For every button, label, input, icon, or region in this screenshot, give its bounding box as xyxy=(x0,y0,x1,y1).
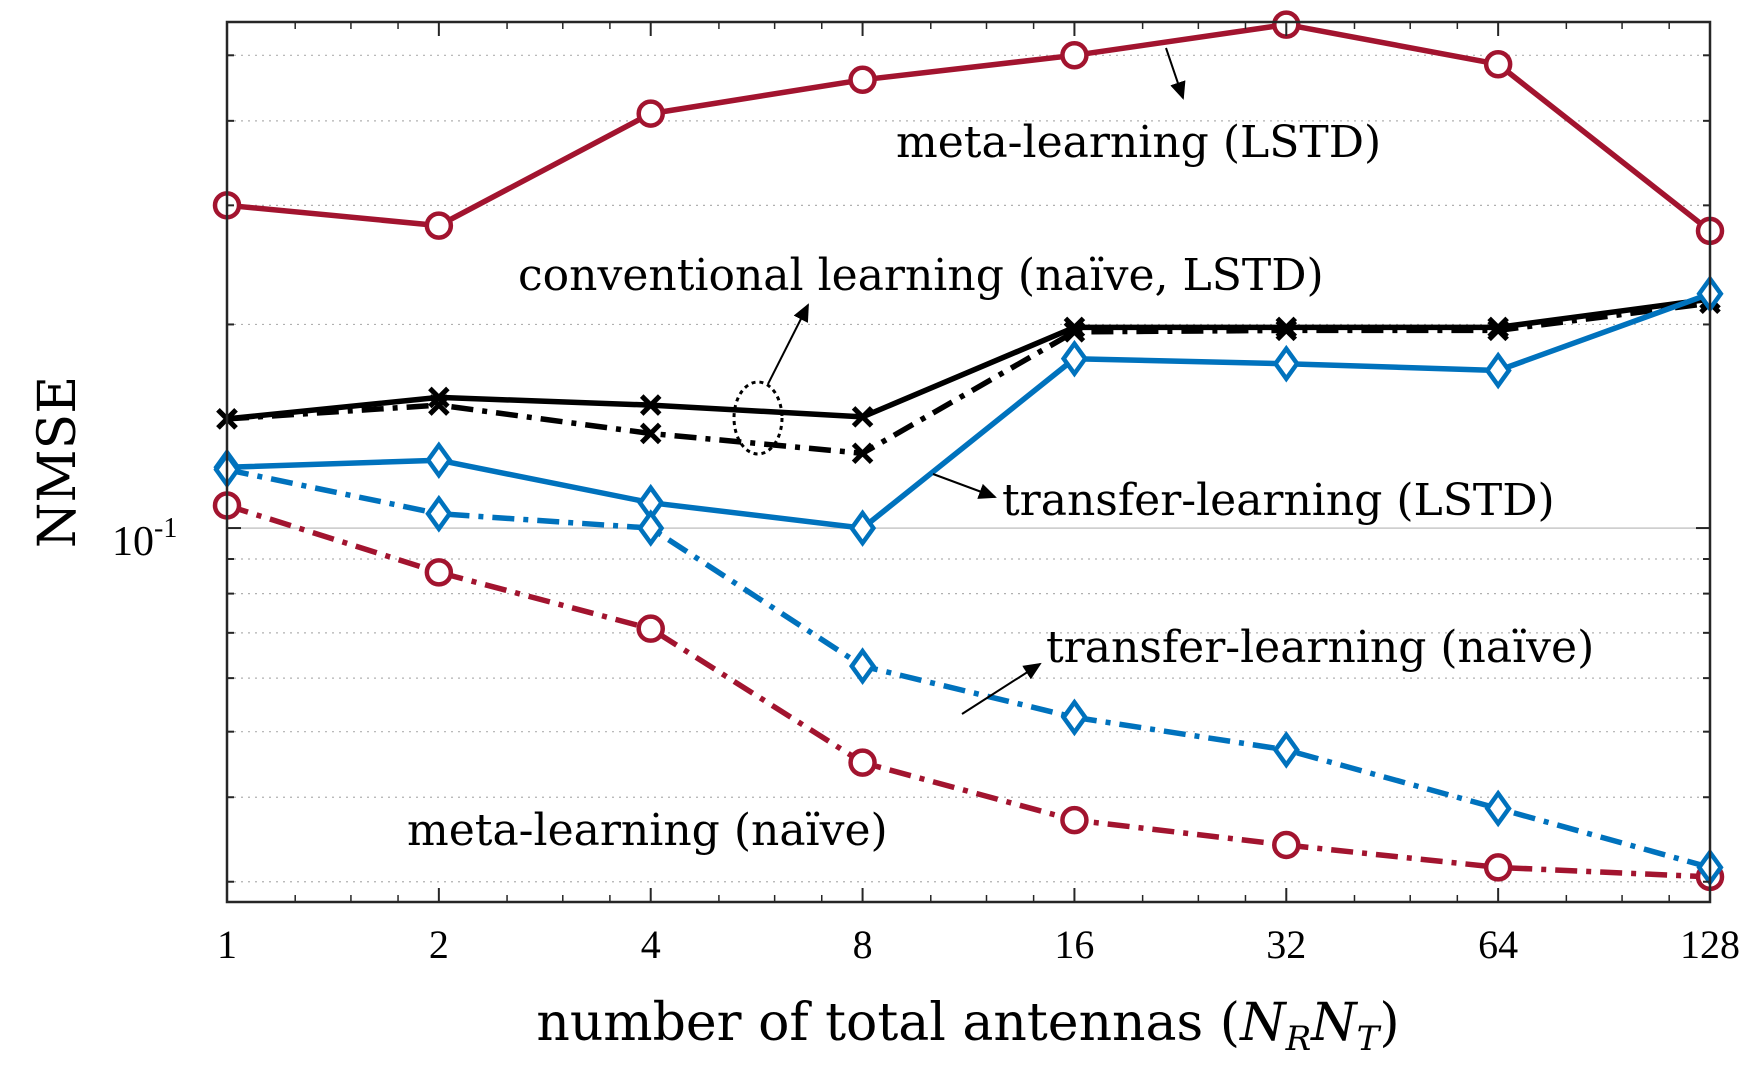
data-point xyxy=(848,748,877,777)
data-point xyxy=(1275,319,1298,342)
data-point xyxy=(1272,830,1301,860)
annotation-meta-learning-naive: meta-learning (naïve) xyxy=(407,805,888,856)
annotation-ellipse-conventional-learning xyxy=(732,380,784,456)
x-tick-label: 32 xyxy=(1266,922,1306,967)
series-0 xyxy=(212,10,1725,246)
data-point xyxy=(639,394,662,416)
x-axis-label: number of total antennas (NRNT) xyxy=(536,993,1399,1059)
data-point xyxy=(636,99,665,128)
series-line xyxy=(226,296,1711,422)
annotation-transfer-learning-lstd: transfer-learning (LSTD) xyxy=(1002,475,1555,526)
y-axis-label: NMSE xyxy=(28,376,88,548)
annotation-meta-learning-lstd: meta-learning (LSTD) xyxy=(896,117,1381,168)
data-point xyxy=(848,65,877,95)
series-line xyxy=(226,291,1711,531)
x-tick-labels: 1 2 4 8 16 32 64 128 xyxy=(217,922,1740,967)
x-tick-label: 128 xyxy=(1680,922,1740,967)
data-point xyxy=(428,386,450,409)
x-tick-label: 4 xyxy=(641,922,661,967)
data-point xyxy=(636,614,665,643)
data-point xyxy=(1060,339,1089,378)
annotation-transfer-learning-naive: transfer-learning (naïve) xyxy=(1046,622,1594,673)
data-point xyxy=(1484,351,1512,390)
data-point xyxy=(848,647,877,685)
annotation-conventional-learning: conventional learning (naïve, LSTD) xyxy=(518,250,1324,301)
data-point xyxy=(851,406,874,428)
data-point xyxy=(1060,698,1089,737)
series-line xyxy=(226,300,1711,457)
data-point xyxy=(1060,41,1089,70)
data-point xyxy=(851,442,874,465)
data-point xyxy=(425,441,453,480)
x-tick-label: 16 xyxy=(1054,922,1094,967)
annotation-arrow-conventional-learning xyxy=(767,303,809,385)
data-point xyxy=(425,494,453,533)
data-point xyxy=(424,558,454,587)
data-point xyxy=(848,509,877,547)
data-point xyxy=(1060,805,1089,835)
grid-lines xyxy=(227,54,1710,883)
data-point xyxy=(1483,853,1513,882)
data-point xyxy=(1487,319,1509,342)
series-line xyxy=(226,21,1712,234)
x-tick-label: 64 xyxy=(1478,922,1518,967)
plot-frame xyxy=(225,20,1712,904)
x-tick-label: 1 xyxy=(217,922,237,967)
annotation-arrow-meta-learning-lstd xyxy=(1165,47,1186,100)
data-point xyxy=(639,422,662,445)
y-tick-label: 10-1 xyxy=(112,513,177,565)
data-point xyxy=(1063,321,1086,343)
data-point xyxy=(637,509,665,547)
data-point xyxy=(1483,49,1513,79)
series-layer xyxy=(212,10,1725,892)
data-point xyxy=(1272,731,1300,769)
data-point xyxy=(1272,344,1300,383)
series-line xyxy=(226,502,1711,880)
data-point xyxy=(428,394,450,416)
x-tick-label: 8 xyxy=(853,922,873,967)
tick-marks xyxy=(226,22,1711,902)
data-point xyxy=(1484,789,1512,828)
series-5 xyxy=(213,450,1724,887)
x-tick-label: 2 xyxy=(429,922,449,967)
annotation-arrow-transfer-learning-naive xyxy=(961,662,1042,715)
data-point xyxy=(424,211,454,240)
series-4 xyxy=(213,274,1724,547)
annotation-arrow-transfer-learning-lstd xyxy=(932,473,997,499)
